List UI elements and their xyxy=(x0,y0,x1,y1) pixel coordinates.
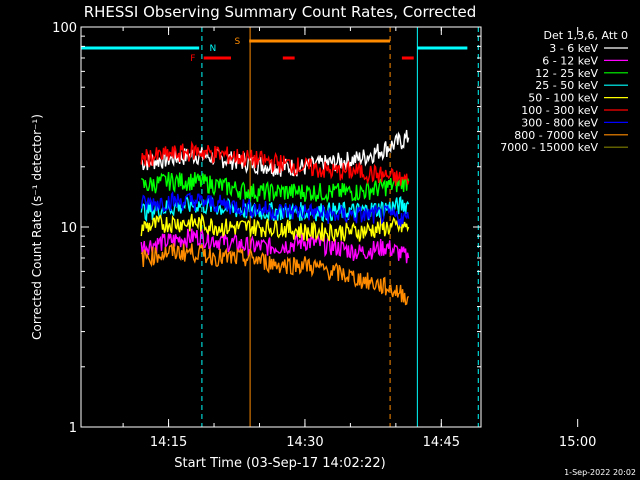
series-line-4-0 xyxy=(140,212,410,242)
series-line-7-0 xyxy=(140,243,410,306)
legend-label-1: 6 - 12 keV xyxy=(542,54,598,67)
series-line-2-0 xyxy=(140,172,410,204)
y-tick-label-1: 10 xyxy=(60,221,77,236)
flag-label-F: F xyxy=(190,54,195,64)
footer-timestamp: 1-Sep-2022 20:02 xyxy=(564,468,636,477)
x-tick-label-1: 14:30 xyxy=(286,435,323,450)
y-axis-label: Corrected Count Rate (s⁻¹ detector⁻¹) xyxy=(30,114,44,340)
x-tick-label-2: 14:45 xyxy=(423,435,460,450)
legend-label-5: 100 - 300 keV xyxy=(521,104,598,117)
legend-label-7: 800 - 7000 keV xyxy=(514,129,598,142)
series-line-5-0 xyxy=(140,140,410,186)
flag-label-N: N xyxy=(209,44,216,54)
legend-label-0: 3 - 6 keV xyxy=(549,42,598,55)
series-line-0-0 xyxy=(140,129,410,177)
series-line-6-0 xyxy=(140,190,410,227)
y-tick-label-2: 100 xyxy=(52,21,77,36)
flag-label-S: S xyxy=(235,37,241,47)
series-line-1-0 xyxy=(140,228,410,264)
plot-area: N S F xyxy=(80,27,479,427)
y-tick-label-0: 1 xyxy=(69,421,77,436)
legend-label-4: 50 - 100 keV xyxy=(528,92,598,105)
legend-title: Det 1,3,6, Att 0 xyxy=(544,29,628,42)
x-tick-label-3: 15:00 xyxy=(559,435,596,450)
y-axis: 1 10 100 xyxy=(52,21,481,436)
x-tick-label-0: 14:15 xyxy=(150,435,187,450)
legend-label-8: 7000 - 15000 keV xyxy=(500,141,598,154)
legend-label-6: 300 - 800 keV xyxy=(521,116,598,129)
x-axis-label: Start Time (03-Sep-17 14:02:22) xyxy=(174,456,385,471)
chart-title: RHESSI Observing Summary Count Rates, Co… xyxy=(84,3,477,21)
legend-label-3: 25 - 50 keV xyxy=(535,79,598,92)
legend-label-2: 12 - 25 keV xyxy=(535,67,598,80)
